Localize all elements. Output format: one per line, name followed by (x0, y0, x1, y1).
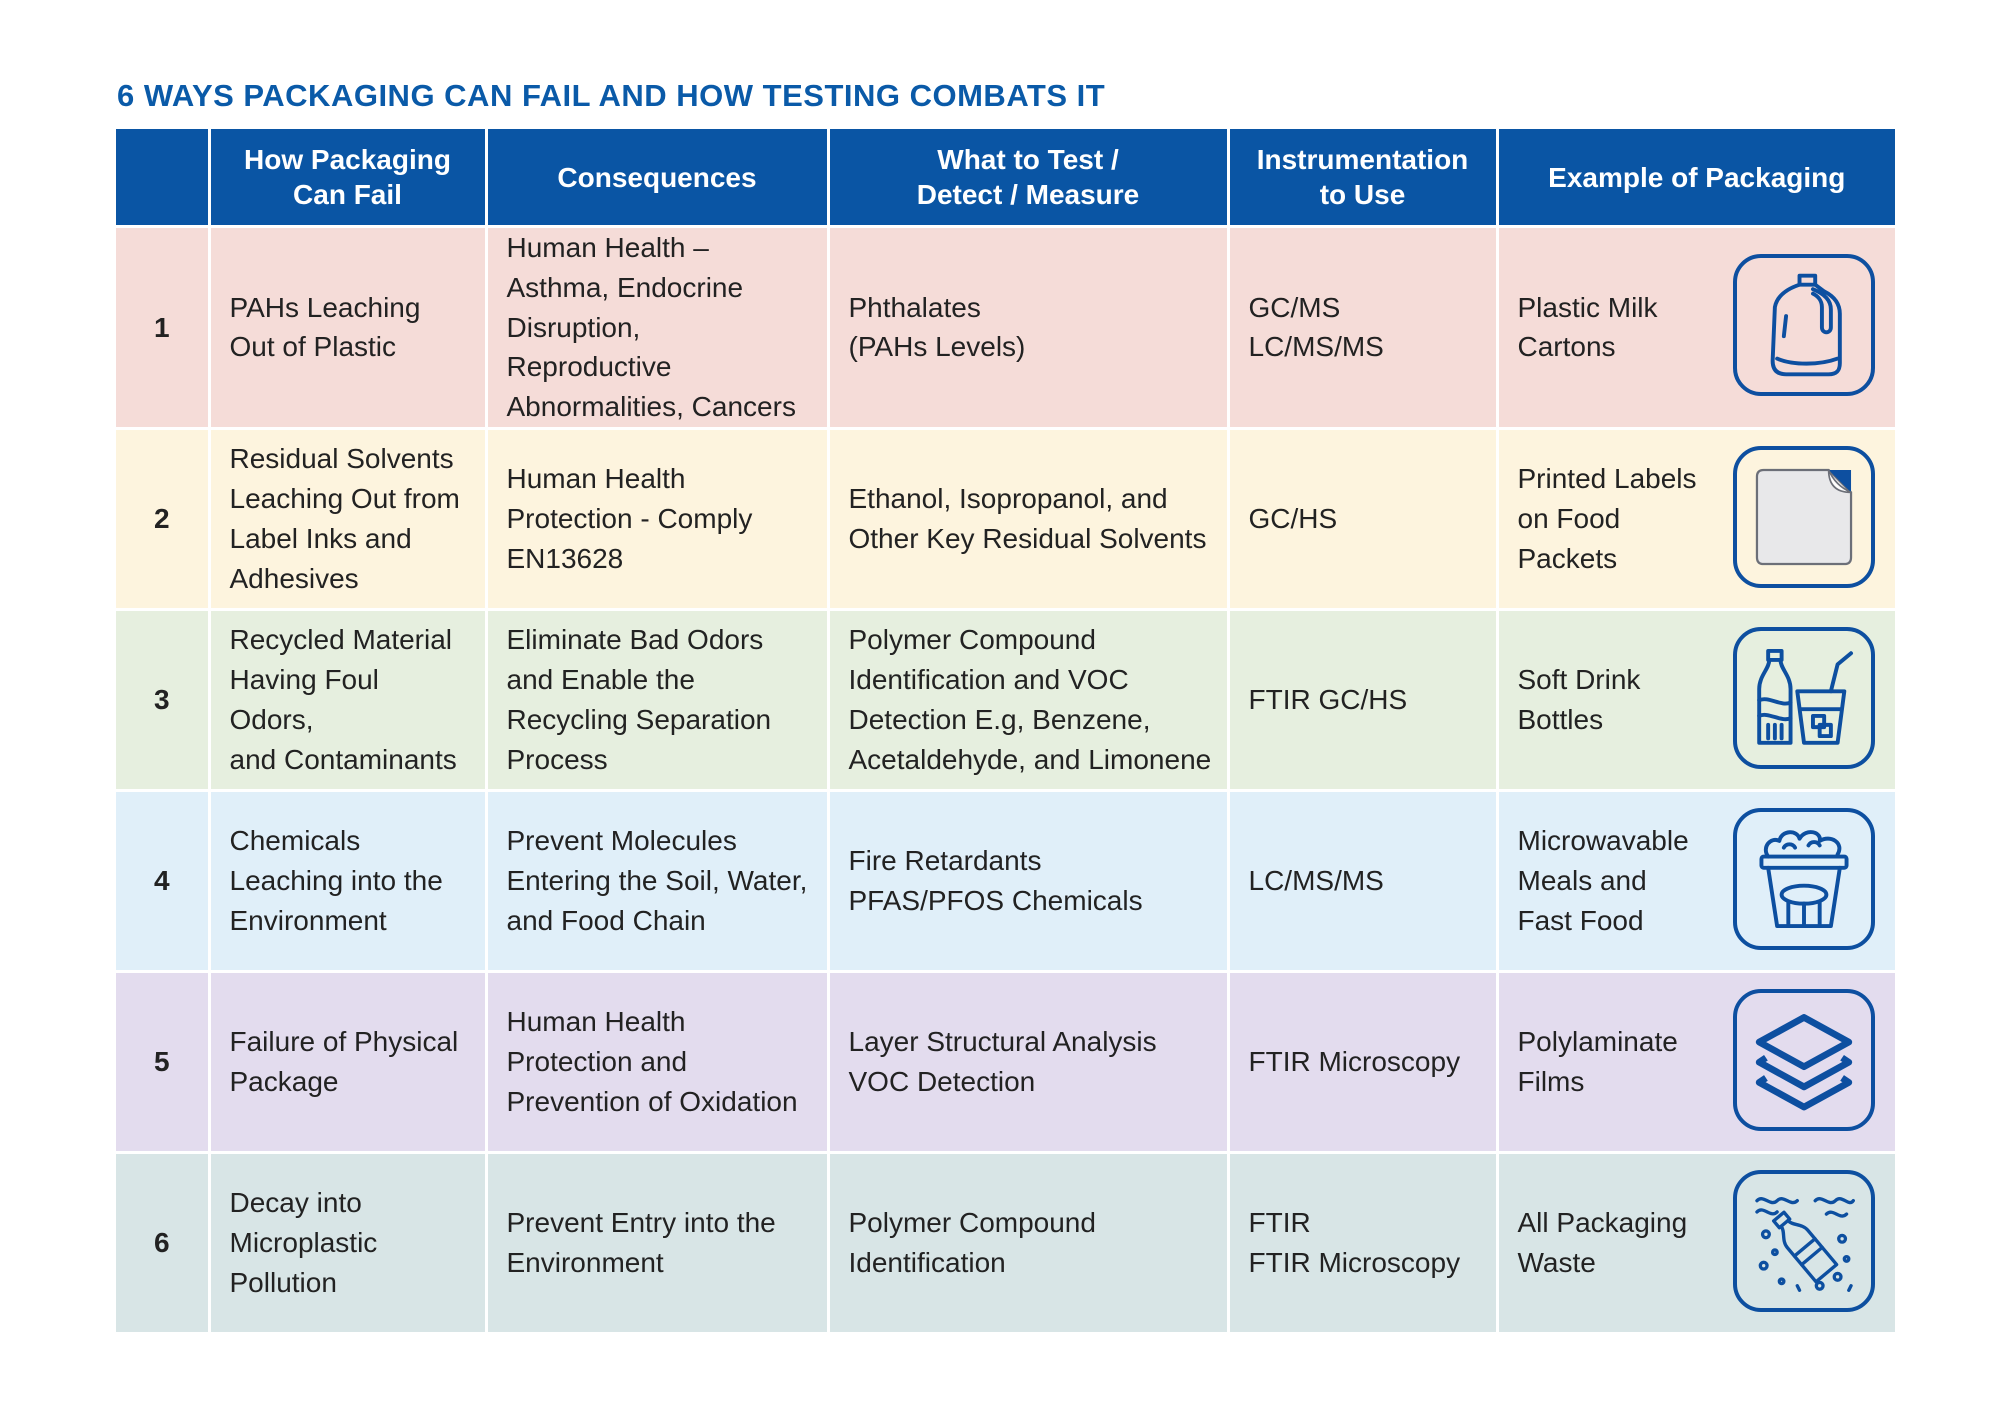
header-number (116, 129, 209, 227)
packaging-failure-table: How Packaging Can Fail Consequences What … (116, 129, 1895, 1332)
cell-how-fail: Chemicals Leaching into the Environment (207, 788, 486, 972)
cell-instrumentation: GC/HS (1226, 426, 1497, 610)
row-number: 1 (116, 225, 209, 429)
cell-example: Microwavable Meals and Fast Food (1495, 788, 1895, 972)
cell-what-to-test: Phthalates (PAHs Levels) (826, 225, 1228, 429)
cell-what-to-test: Polymer Compound Identification and VOC De… (826, 607, 1228, 791)
cell-consequences: Prevent Entry into the Environment (484, 1150, 828, 1332)
cell-instrumentation: GC/MS LC/MS/MS (1226, 225, 1497, 429)
soda-bottle-glass-icon (1733, 626, 1875, 769)
header-what-to-test: What to Test / Detect / Measure (826, 129, 1228, 227)
row-number: 4 (116, 788, 209, 972)
cell-what-to-test: Layer Structural Analysis VOC Detection (826, 969, 1228, 1153)
header-instrumentation: Instrumentation to Use (1226, 129, 1497, 227)
cell-example: All Packaging Waste (1495, 1150, 1895, 1332)
popcorn-bucket-icon (1733, 807, 1875, 950)
table-row: 4 Chemicals Leaching into the Environment … (116, 788, 1895, 972)
cell-example: Polylaminate Films (1495, 969, 1895, 1153)
cell-what-to-test: Ethanol, Isopropanol, and Other Key Resid… (826, 426, 1228, 610)
cell-how-fail: Recycled Material Having Foul Odors, and C… (207, 607, 486, 791)
cell-instrumentation: FTIR FTIR Microscopy (1226, 1150, 1497, 1332)
cell-instrumentation: LC/MS/MS (1226, 788, 1497, 972)
table-row: 3 Recycled Material Having Foul Odors, and… (116, 607, 1895, 791)
cell-instrumentation: FTIR Microscopy (1226, 969, 1497, 1153)
header-how-packaging-can-fail: How Packaging Can Fail (207, 129, 486, 227)
cell-example: Plastic Milk Cartons (1495, 225, 1895, 429)
table-row: 6 Decay into Microplastic Pollution Preven… (116, 1150, 1895, 1332)
cell-example: Soft Drink Bottles (1495, 607, 1895, 791)
cell-what-to-test: Fire Retardants PFAS/PFOS Chemicals (826, 788, 1228, 972)
cell-how-fail: Decay into Microplastic Pollution (207, 1150, 486, 1332)
table-row: 5 Failure of Physical Package Human Healt… (116, 969, 1895, 1153)
cell-consequences: Human Health – Asthma, Endocrine Disruptio… (484, 225, 828, 429)
page-title: 6 WAYS PACKAGING CAN FAIL AND HOW TESTIN… (117, 78, 1106, 113)
cell-consequences: Eliminate Bad Odors and Enable the Recycli… (484, 607, 828, 791)
cell-consequences: Human Health Protection - Comply EN13628 (484, 426, 828, 610)
row-number: 6 (116, 1150, 209, 1332)
cell-consequences: Human Health Protection and Prevention of … (484, 969, 828, 1153)
row-number: 3 (116, 607, 209, 791)
cell-what-to-test: Polymer Compound Identification (826, 1150, 1228, 1332)
cell-instrumentation: FTIR GC/HS (1226, 607, 1497, 791)
cell-consequences: Prevent Molecules Entering the Soil, Wate… (484, 788, 828, 972)
table-row: 2 Residual Solvents Leaching Out from Labe… (116, 426, 1895, 610)
table-row: 1 PAHs Leaching Out of Plastic Human Heal… (116, 225, 1895, 429)
cell-how-fail: Residual Solvents Leaching Out from Label … (207, 426, 486, 610)
row-number: 5 (116, 969, 209, 1153)
milk-jug-icon (1733, 254, 1875, 397)
label-sticker-icon (1733, 445, 1875, 588)
row-number: 2 (116, 426, 209, 610)
header-example-of-packaging: Example of Packaging (1495, 129, 1895, 227)
layers-icon (1733, 988, 1875, 1131)
cell-how-fail: PAHs Leaching Out of Plastic (207, 225, 486, 429)
header-consequences: Consequences (484, 129, 828, 227)
microplastic-bottle-icon (1733, 1169, 1875, 1312)
cell-example: Printed Labels on Food Packets (1495, 426, 1895, 610)
cell-how-fail: Failure of Physical Package (207, 969, 486, 1153)
table-header-row: How Packaging Can Fail Consequences What … (116, 129, 1895, 227)
